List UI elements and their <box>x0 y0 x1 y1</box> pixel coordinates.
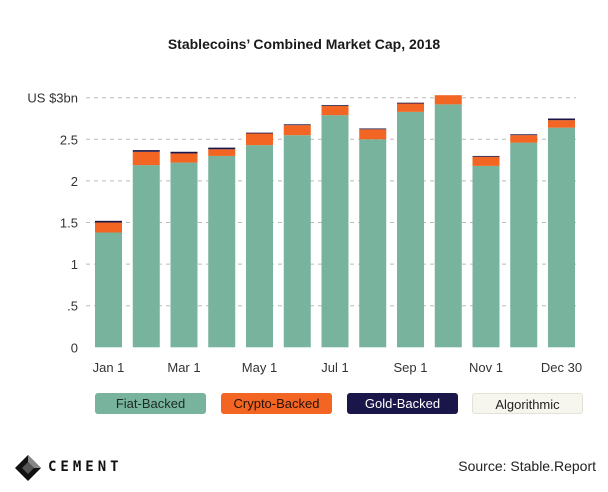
bar-crypto-backed-9 <box>434 95 462 105</box>
legend-gold-backed: Gold-Backed <box>347 393 458 414</box>
bar-gold-backed-8 <box>397 102 424 104</box>
y-tick-label: 2 <box>71 174 78 189</box>
bar-gold-backed-1 <box>132 150 160 152</box>
y-tick-label: US $3bn <box>27 91 78 106</box>
x-tick-label: May 1 <box>242 360 277 375</box>
bar-fiat-backed-5 <box>283 135 311 348</box>
y-tick-label: 0 <box>71 340 78 355</box>
bar-crypto-backed-0 <box>95 222 122 233</box>
bar-fiat-backed-9 <box>434 104 462 348</box>
bar-gold-backed-3 <box>208 147 236 150</box>
x-tick-label: Mar 1 <box>167 360 200 375</box>
legend-crypto-backed: Crypto-Backed <box>221 393 332 414</box>
source-note: Source: Stable.Report <box>458 458 596 474</box>
bar-crypto-backed-1 <box>132 151 160 166</box>
cement-logo-icon <box>15 455 41 481</box>
x-tick-label: Nov 1 <box>469 360 503 375</box>
bar-gold-backed-2 <box>170 151 198 154</box>
legend-algorithmic: Algorithmic <box>472 393 583 414</box>
bar-gold-backed-6 <box>321 105 349 107</box>
bar-gold-backed-11 <box>510 134 538 136</box>
bar-gold-backed-12 <box>548 118 575 121</box>
bar-crypto-backed-10 <box>472 156 500 166</box>
bar-gold-backed-4 <box>246 132 273 134</box>
bar-fiat-backed-10 <box>472 165 500 348</box>
bar-fiat-backed-2 <box>170 162 198 348</box>
bar-fiat-backed-0 <box>95 232 122 348</box>
x-tick-label: Jan 1 <box>93 360 125 375</box>
bar-crypto-backed-2 <box>170 153 198 163</box>
x-tick-label: Sep 1 <box>394 360 428 375</box>
bar-crypto-backed-5 <box>283 125 311 136</box>
bar-fiat-backed-6 <box>321 115 349 348</box>
bar-crypto-backed-7 <box>359 129 387 140</box>
bar-crypto-backed-8 <box>397 103 424 112</box>
x-tick-label: Dec 30 <box>541 360 582 375</box>
bar-fiat-backed-3 <box>208 155 236 348</box>
bar-fiat-backed-4 <box>246 145 273 348</box>
bar-crypto-backed-12 <box>548 120 575 128</box>
y-tick-label: 1 <box>71 257 78 272</box>
x-tick-label: Jul 1 <box>321 360 348 375</box>
bar-fiat-backed-11 <box>510 142 538 348</box>
bar-crypto-backed-3 <box>208 149 236 156</box>
legend-fiat-backed: Fiat-Backed <box>95 393 206 414</box>
bar-gold-backed-5 <box>283 124 311 126</box>
y-tick-label: 1.5 <box>60 216 78 231</box>
bar-crypto-backed-11 <box>510 135 538 143</box>
bar-fiat-backed-12 <box>548 127 575 348</box>
bar-gold-backed-0 <box>95 220 122 223</box>
bar-gold-backed-10 <box>472 155 500 157</box>
bar-gold-backed-7 <box>359 128 387 130</box>
y-tick-label: .5 <box>67 299 78 314</box>
bar-fiat-backed-8 <box>397 111 424 348</box>
bar-crypto-backed-4 <box>246 133 273 146</box>
chart-title: Stablecoins’ Combined Market Cap, 2018 <box>167 36 441 52</box>
y-tick-label: 2.5 <box>60 132 78 147</box>
cement-logo-text: CEMENT <box>48 459 123 475</box>
bar-crypto-backed-6 <box>321 106 349 116</box>
bar-fiat-backed-7 <box>359 139 387 348</box>
bar-fiat-backed-1 <box>132 165 160 348</box>
